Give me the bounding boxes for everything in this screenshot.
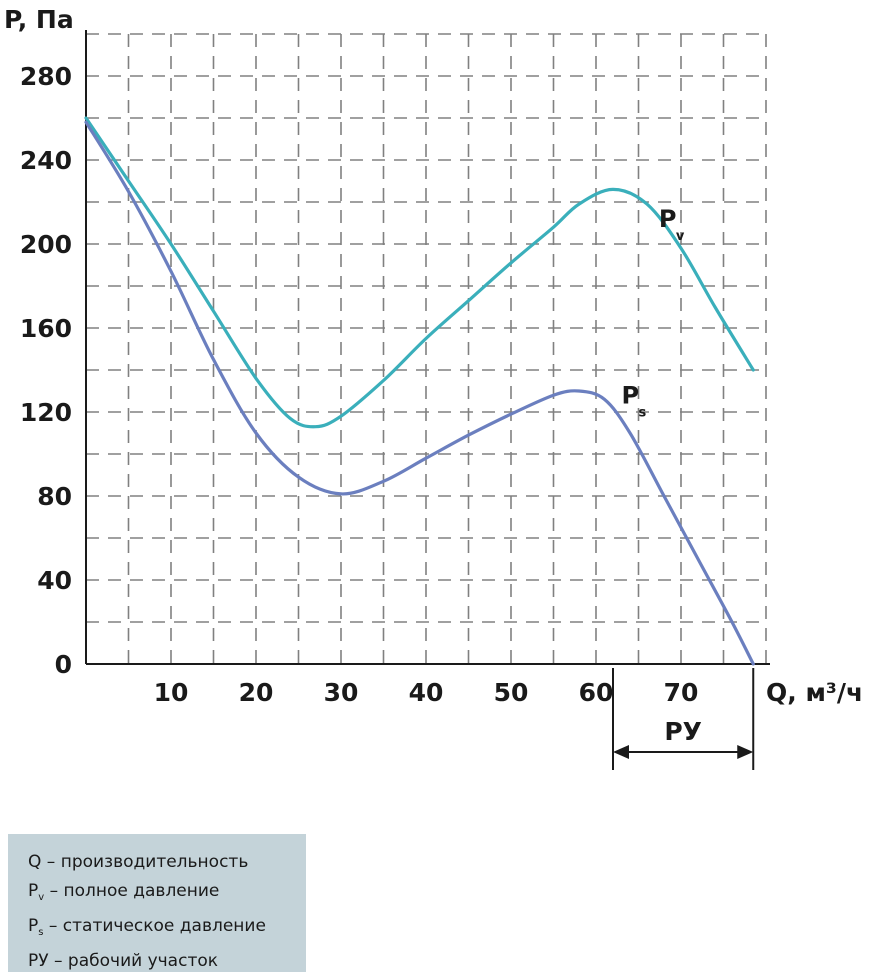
x-tick-label: 30	[324, 678, 359, 707]
pressure-chart: 0 40 80 120 160 200 240 280 10 20 30 40 50 60 70 P, П…	[4, 5, 863, 770]
range-arrow-right-head	[737, 745, 754, 759]
x-tick-label: 20	[239, 678, 274, 707]
legend-item: РУ – рабочий участок	[28, 947, 306, 976]
legend-item: Q – производительность	[28, 848, 306, 877]
legend-item: Pv – полное давление	[28, 877, 306, 912]
legend-item-symbol: РУ	[28, 951, 49, 971]
x-tick-label: 10	[154, 678, 189, 707]
legend-item-symbol: P	[28, 916, 39, 936]
series-line-Pv	[84, 116, 755, 429]
y-tick-label: 40	[37, 566, 72, 595]
y-tick-label: 240	[20, 146, 72, 175]
y-tick-label: 160	[20, 314, 72, 343]
x-axis-title: Q, м³/ч	[766, 678, 863, 707]
y-tick-label: 120	[20, 398, 72, 427]
y-tick-label: 200	[20, 230, 72, 259]
x-tick-label: 50	[494, 678, 529, 707]
series-label-Pv: Pv	[659, 205, 685, 244]
legend-item: Ps – статическое давление	[28, 912, 306, 947]
legend-item-subscript: s	[38, 927, 44, 938]
legend-item-symbol: P	[28, 881, 39, 901]
x-tick-label: 70	[664, 678, 699, 707]
y-axis-title: P, Па	[4, 5, 74, 34]
series-line-Ps	[84, 120, 755, 666]
grid-lines	[86, 33, 767, 664]
x-tick-label: 60	[579, 678, 614, 707]
legend-item-text: – полное давление	[44, 881, 220, 901]
range-arrow-left-head	[613, 745, 629, 759]
working-range-annotation: РУ	[612, 668, 755, 770]
y-tick-label: 80	[37, 482, 72, 511]
legend-item-text: – рабочий участок	[48, 951, 219, 971]
x-tick-label: 40	[409, 678, 444, 707]
range-label: РУ	[664, 717, 702, 746]
legend-item-symbol: Q	[28, 852, 42, 872]
series-label-sub: v	[676, 229, 685, 244]
series-label-main: P	[622, 382, 640, 410]
y-tick-label: 280	[20, 62, 72, 91]
series-lines	[84, 116, 755, 666]
x-tick-labels: 10 20 30 40 50 60 70	[154, 678, 699, 707]
series-label-main: P	[659, 205, 677, 233]
series-label-Ps: Ps	[622, 382, 647, 421]
y-tick-label: 0	[55, 650, 72, 679]
y-tick-labels: 0 40 80 120 160 200 240 280	[20, 62, 72, 679]
legend-item-text: – производительность	[41, 852, 249, 872]
axes	[85, 30, 770, 665]
legend-item-text: – статическое давление	[43, 916, 266, 936]
legend-box: Q – производительность Pv – полное давлен…	[8, 834, 306, 972]
series-label-sub: s	[639, 406, 647, 421]
legend-item-subscript: v	[38, 892, 45, 903]
